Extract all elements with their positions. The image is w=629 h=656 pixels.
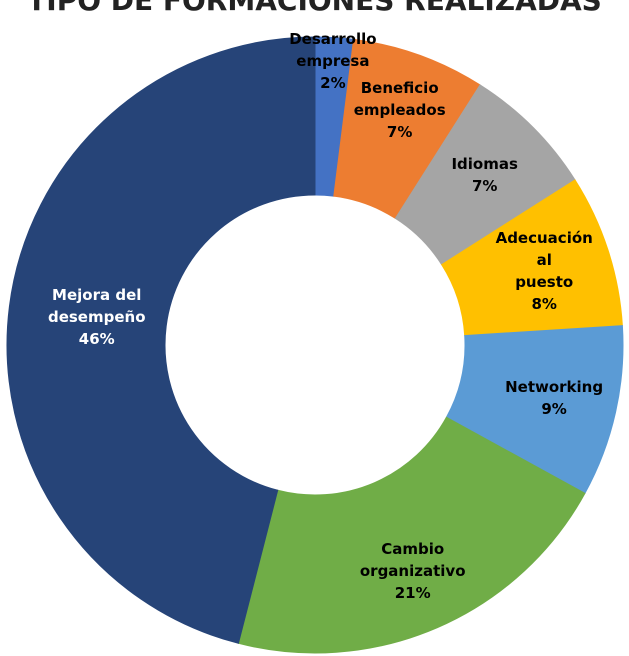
- slice-label: Adecuación al puesto 8%: [496, 227, 593, 315]
- slice-label: Cambio organizativo 21%: [360, 538, 466, 604]
- donut-slice: [237, 416, 586, 654]
- slice-label: Beneficio empleados 7%: [354, 77, 446, 143]
- value-label: 8%: [531, 294, 557, 313]
- slice-label: Mejora del desempeño 46%: [48, 284, 146, 350]
- slice-label: Networking 9%: [505, 376, 603, 420]
- category-label: Desarrollo empresa: [289, 29, 377, 70]
- value-label: 7%: [386, 122, 413, 141]
- value-label: 2%: [320, 73, 346, 92]
- category-label: Idiomas: [451, 155, 518, 174]
- slice-label: Desarrollo empresa 2%: [289, 28, 376, 94]
- category-label: Beneficio empleados: [353, 78, 446, 119]
- category-label: Mejora del desempeño: [47, 286, 146, 327]
- chart-title: TIPO DE FORMACIONES REALIZADAS: [27, 0, 602, 17]
- value-label: 7%: [471, 177, 498, 196]
- donut-slice: [6, 36, 316, 644]
- value-label: 9%: [541, 400, 567, 419]
- slice-label: Idiomas 7%: [451, 153, 517, 197]
- category-label: Networking: [505, 378, 604, 397]
- category-label: Adecuación al puesto: [495, 228, 593, 291]
- value-label: 46%: [78, 330, 115, 349]
- value-label: 21%: [394, 583, 431, 602]
- category-label: Cambio organizativo: [359, 539, 466, 580]
